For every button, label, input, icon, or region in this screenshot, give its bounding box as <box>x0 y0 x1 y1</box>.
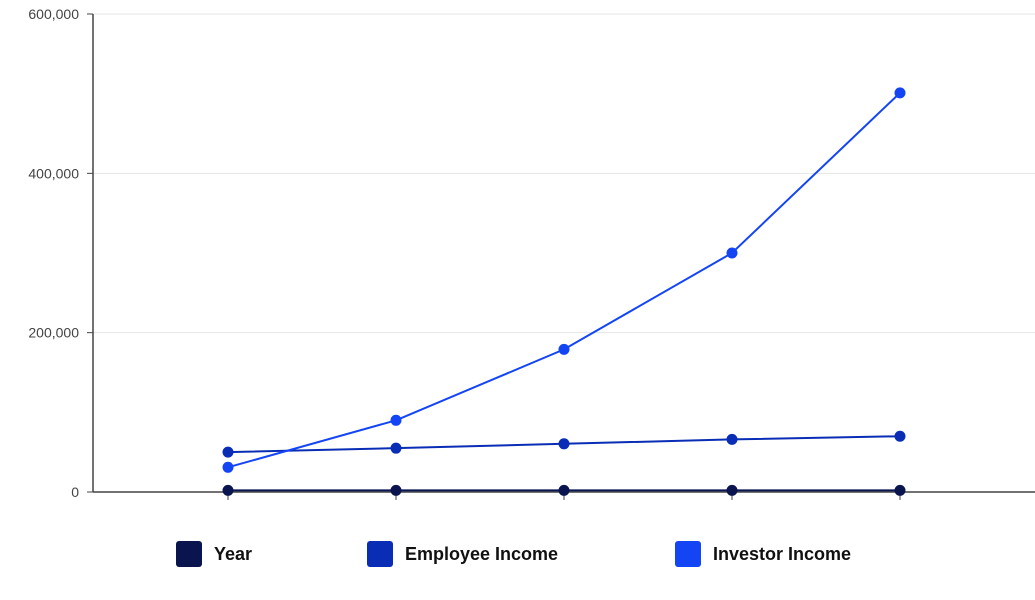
data-point <box>894 430 906 442</box>
y-tick-label: 400,000 <box>28 165 79 181</box>
data-point <box>558 343 570 355</box>
data-point <box>894 484 906 496</box>
data-point <box>390 414 402 426</box>
data-point <box>726 433 738 445</box>
data-point <box>726 484 738 496</box>
series-line <box>227 92 901 469</box>
y-tick-label: 200,000 <box>28 325 79 341</box>
gridlines <box>93 13 1035 334</box>
data-point <box>726 247 738 259</box>
legend-swatch <box>176 541 202 567</box>
legend: Year Employee Income Investor Income <box>176 541 851 567</box>
data-point <box>222 484 234 496</box>
legend-label: Employee Income <box>405 544 558 564</box>
data-point <box>390 484 402 496</box>
y-tick-label: 600,000 <box>28 6 79 22</box>
data-point <box>558 484 570 496</box>
legend-swatch <box>675 541 701 567</box>
legend-label: Investor Income <box>713 544 851 564</box>
axes <box>92 14 1035 500</box>
data-point <box>390 442 402 454</box>
y-axis-ticks: 0 200,000 400,000 600,000 <box>28 6 93 500</box>
legend-swatch <box>367 541 393 567</box>
data-point <box>558 438 570 450</box>
data-point <box>222 461 234 473</box>
series-group <box>222 87 906 496</box>
legend-label: Year <box>214 544 252 564</box>
data-point <box>222 446 234 458</box>
y-tick-label: 0 <box>71 484 79 500</box>
data-point <box>894 87 906 99</box>
